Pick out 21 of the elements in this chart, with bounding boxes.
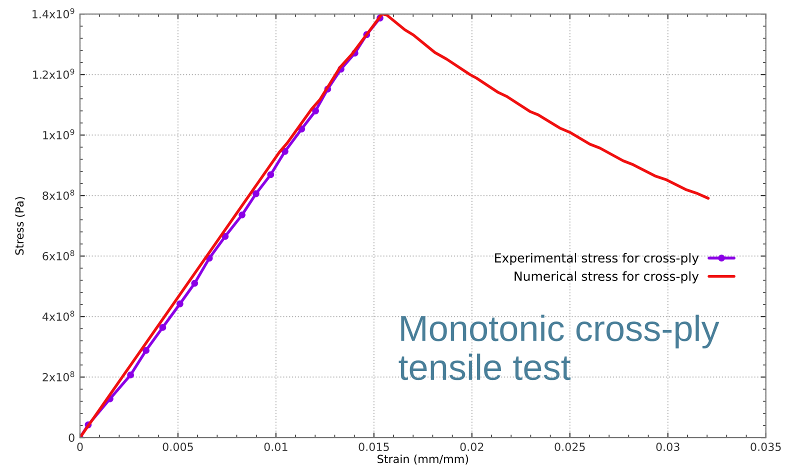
annotation: Monotonic cross-ply tensile test (398, 314, 720, 380)
y-tick-label: 1x10$^{9}$ (43, 129, 74, 140)
y-tick-label: 6x10$^{8}$ (42, 250, 74, 260)
legend-label: Numerical stress for cross-ply (514, 271, 699, 284)
y-tick-label: 1.4x10$^{9}$ (32, 8, 74, 18)
x-tick-label: 0.005 (162, 442, 193, 452)
y-tick-label: 2x10$^{8}$ (42, 371, 74, 382)
x-tick-label: 0.035 (750, 442, 781, 452)
x-tick-label: 0 (77, 442, 83, 452)
y-axis-title: Stress (Pa) (15, 197, 25, 255)
y-tick-label: 1.2x10$^{9}$ (33, 68, 74, 79)
x-tick-label: 0.03 (656, 442, 680, 452)
y-tick-label: 8x10$^{8}$ (42, 190, 74, 200)
legend-label: Experimental stress for cross-ply (495, 252, 699, 266)
y-tick-label: 4x10$^{8}$ (42, 310, 74, 321)
y-tick-label: 0 (68, 434, 74, 442)
x-tick-label: 0.015 (358, 442, 389, 452)
x-tick-label: 0.01 (264, 442, 288, 452)
x-tick-label: 0.025 (554, 442, 585, 452)
x-tick-label: 0.02 (460, 442, 484, 452)
x-axis-title: Strain (mm/mm) (378, 454, 468, 464)
